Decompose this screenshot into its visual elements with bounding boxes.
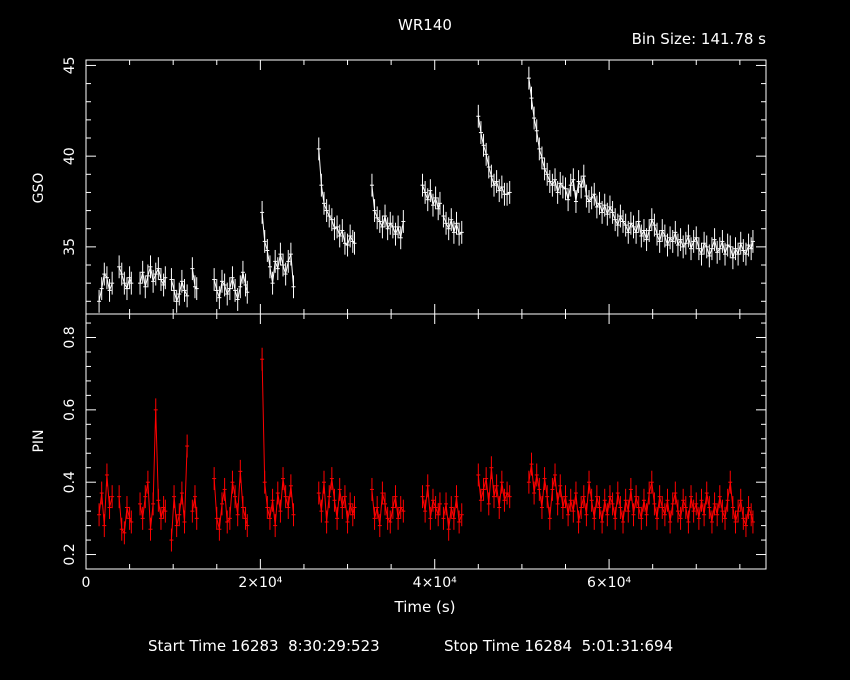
bin-size-label: Bin Size: 141.78 s <box>632 30 767 48</box>
pin-axis-label: PIN <box>31 429 47 452</box>
y-tick-label-bottom: 0.6 <box>62 399 78 421</box>
start-time-label: Start Time 16283 8:30:29:523 <box>148 637 380 655</box>
y-tick-label-bottom: 0.4 <box>62 471 78 493</box>
y-tick-label-bottom: 0.8 <box>62 326 78 348</box>
pin-series <box>97 347 755 552</box>
axes-frames <box>85 59 767 570</box>
chart-title: WR140 <box>398 16 452 34</box>
x-axis-label: Time (s) <box>394 598 456 616</box>
y-tick-label-top: 45 <box>62 56 78 74</box>
gso-axis-label: GSO <box>31 173 47 204</box>
x-tick-label: 2×10⁴ <box>238 575 282 591</box>
y-tick-label-bottom: 0.2 <box>62 543 78 565</box>
x-tick-label: 6×10⁴ <box>587 575 631 591</box>
stop-time-label: Stop Time 16284 5:01:31:694 <box>444 637 673 655</box>
x-tick-label: 4×10⁴ <box>413 575 457 591</box>
axis-ticks: 35 40 45 0.2 0.4 0.6 0.8 0 2×10⁴ 4×10⁴ 6×10⁴ <box>62 56 766 591</box>
gso-series <box>97 66 755 313</box>
y-tick-label-top: 40 <box>62 147 78 165</box>
x-tick-label: 0 <box>82 575 91 591</box>
panel-frame-bottom <box>85 313 767 570</box>
y-tick-label-top: 35 <box>62 238 78 256</box>
